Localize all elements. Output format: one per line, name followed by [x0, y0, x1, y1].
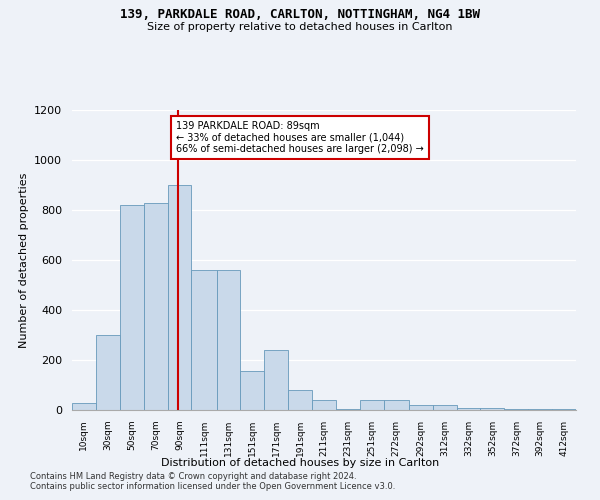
Bar	[264, 350, 288, 410]
Bar	[457, 408, 481, 410]
Y-axis label: Number of detached properties: Number of detached properties	[19, 172, 29, 348]
Bar	[552, 409, 576, 410]
Bar	[336, 409, 360, 410]
Text: 139, PARKDALE ROAD, CARLTON, NOTTINGHAM, NG4 1BW: 139, PARKDALE ROAD, CARLTON, NOTTINGHAM,…	[120, 8, 480, 20]
Bar	[505, 409, 528, 410]
Bar	[167, 185, 191, 410]
Bar	[241, 371, 264, 410]
Bar	[217, 270, 241, 410]
Bar	[120, 205, 143, 410]
Bar	[360, 400, 384, 410]
Bar	[528, 409, 552, 410]
Bar	[312, 400, 336, 410]
Bar	[288, 390, 312, 410]
Bar	[433, 405, 457, 410]
Bar	[191, 270, 217, 410]
Text: Contains public sector information licensed under the Open Government Licence v3: Contains public sector information licen…	[30, 482, 395, 491]
Bar	[72, 402, 96, 410]
Text: 139 PARKDALE ROAD: 89sqm
← 33% of detached houses are smaller (1,044)
66% of sem: 139 PARKDALE ROAD: 89sqm ← 33% of detach…	[176, 121, 424, 154]
Bar	[96, 335, 120, 410]
Text: Distribution of detached houses by size in Carlton: Distribution of detached houses by size …	[161, 458, 439, 468]
Bar	[384, 400, 409, 410]
Bar	[409, 405, 433, 410]
Text: Contains HM Land Registry data © Crown copyright and database right 2024.: Contains HM Land Registry data © Crown c…	[30, 472, 356, 481]
Bar	[481, 408, 505, 410]
Bar	[143, 202, 167, 410]
Text: Size of property relative to detached houses in Carlton: Size of property relative to detached ho…	[147, 22, 453, 32]
